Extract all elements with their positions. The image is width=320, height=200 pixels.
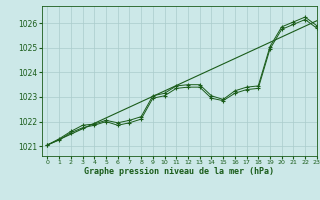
X-axis label: Graphe pression niveau de la mer (hPa): Graphe pression niveau de la mer (hPa) [84, 167, 274, 176]
